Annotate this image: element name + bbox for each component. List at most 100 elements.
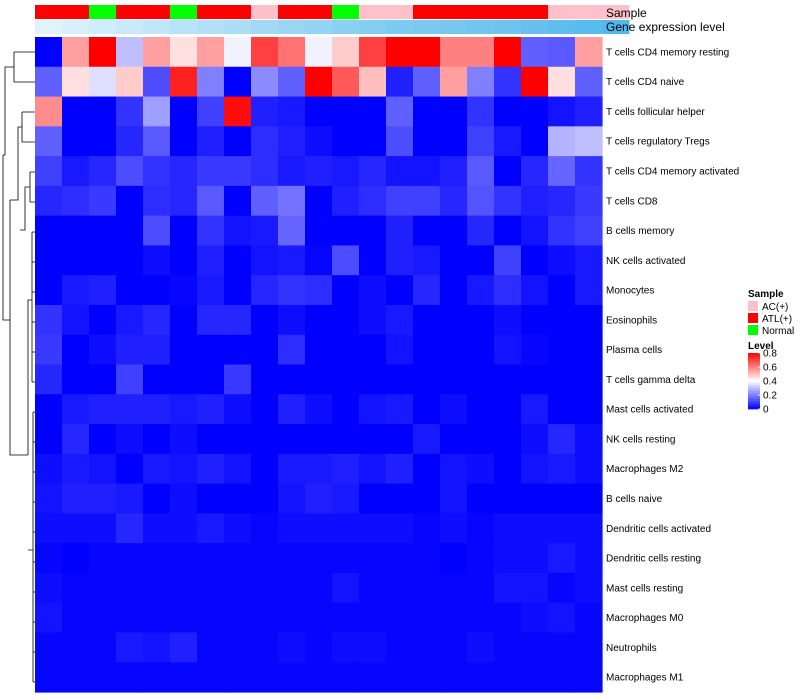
heatmap-cell: [332, 513, 360, 544]
heatmap-cell: [467, 453, 495, 485]
heatmap-cell: [440, 334, 468, 366]
heatmap-cell: [89, 602, 117, 634]
heatmap-cell: [278, 364, 306, 395]
heatmap-cell: [251, 632, 279, 663]
row-label: Dendritic cells activated: [606, 524, 711, 535]
heatmap-cell: [440, 185, 468, 217]
heatmap-cell: [548, 275, 576, 306]
heatmap-cell: [494, 245, 522, 276]
heatmap-cell: [224, 215, 252, 247]
heatmap-cell: [143, 334, 171, 366]
heatmap-cell: [359, 66, 387, 98]
heatmap-cell: [413, 543, 441, 574]
sample-annotation-cell: [278, 5, 306, 19]
heatmap-cell: [197, 37, 225, 68]
heatmap-cell: [305, 96, 333, 127]
heatmap-cell: [575, 453, 603, 485]
row-label: B cells naive: [606, 494, 663, 505]
colorbar-tick-label: 0.6: [763, 363, 777, 374]
heatmap-cell: [494, 364, 522, 395]
colorbar-segment: [748, 407, 760, 410]
heatmap-cells: [35, 37, 603, 693]
row-dendrogram: [2, 51, 35, 683]
heatmap-cell: [251, 66, 279, 98]
heatmap-cell: [251, 37, 279, 68]
sample-annotation-cell: [494, 5, 522, 19]
heatmap-cell: [386, 304, 414, 336]
sample-annotation-cell: [89, 5, 117, 19]
row-label: Dendritic cells resting: [606, 554, 701, 565]
heatmap-cell: [116, 453, 144, 485]
heatmap-cell: [143, 275, 171, 306]
heatmap-cell: [62, 334, 90, 366]
heatmap-cell: [251, 304, 279, 336]
heatmap-cell: [548, 126, 576, 157]
heatmap-cell: [170, 364, 198, 395]
heatmap-cell: [62, 453, 90, 485]
heatmap-cell: [413, 513, 441, 544]
heatmap-cell: [467, 394, 495, 425]
heatmap-cell: [197, 572, 225, 604]
heatmap-cell: [278, 602, 306, 634]
gene-expression-annotation-cell: [548, 20, 576, 34]
heatmap-cell: [35, 394, 63, 425]
heatmap-cell: [251, 602, 279, 634]
heatmap-cell: [413, 275, 441, 306]
heatmap-cell: [278, 453, 306, 485]
heatmap-cell: [224, 632, 252, 663]
heatmap-cell: [359, 394, 387, 425]
heatmap-cell: [170, 96, 198, 127]
heatmap-cell: [35, 334, 63, 366]
heatmap-cell: [521, 483, 549, 514]
sample-annotation-cell: [602, 5, 630, 19]
heatmap-cell: [278, 156, 306, 187]
heatmap-cell: [278, 185, 306, 217]
heatmap-cell: [521, 453, 549, 485]
heatmap-cell: [197, 275, 225, 306]
heatmap-cell: [548, 424, 576, 455]
heatmap-cell: [197, 66, 225, 98]
heatmap-cell: [116, 96, 144, 127]
heatmap-cell: [116, 156, 144, 187]
heatmap-cell: [467, 632, 495, 663]
gene-expression-annotation-cell: [386, 20, 414, 34]
row-label: T cells regulatory Tregs: [606, 137, 710, 148]
row-label: B cells memory: [606, 226, 674, 237]
heatmap-cell: [224, 602, 252, 634]
heatmap-cell: [575, 543, 603, 574]
heatmap-cell: [548, 453, 576, 485]
heatmap-cell: [170, 453, 198, 485]
gene-expression-annotation-cell: [224, 20, 252, 34]
heatmap-cell: [386, 394, 414, 425]
heatmap-cell: [170, 185, 198, 217]
heatmap-cell: [305, 424, 333, 455]
heatmap-cell: [413, 602, 441, 634]
heatmap-cell: [440, 96, 468, 127]
heatmap-cell: [440, 662, 468, 693]
row-label: NK cells resting: [606, 434, 675, 445]
heatmap-cell: [278, 245, 306, 276]
heatmap-cell: [440, 453, 468, 485]
heatmap-cell: [251, 156, 279, 187]
heatmap-cell: [413, 304, 441, 336]
row-label: T cells CD4 memory resting: [606, 47, 729, 58]
heatmap-cell: [170, 662, 198, 693]
dendrogram-branch-top: [3, 51, 35, 156]
heatmap-cell: [494, 156, 522, 187]
sample-annotation-cell: [170, 5, 198, 19]
heatmap-cell: [548, 215, 576, 247]
heatmap-cell: [35, 572, 63, 604]
heatmap-cell: [224, 185, 252, 217]
heatmap-cell: [170, 513, 198, 544]
heatmap-cell: [197, 394, 225, 425]
heatmap-cell: [332, 126, 360, 157]
sample-annotation-cell: [251, 5, 279, 19]
heatmap-cell: [413, 364, 441, 395]
heatmap-cell: [170, 394, 198, 425]
heatmap-cell: [278, 275, 306, 306]
heatmap-cell: [386, 453, 414, 485]
heatmap-cell: [62, 424, 90, 455]
heatmap-cell: [494, 513, 522, 544]
sample-annotation-cell: [197, 5, 225, 19]
heatmap-cell: [332, 572, 360, 604]
